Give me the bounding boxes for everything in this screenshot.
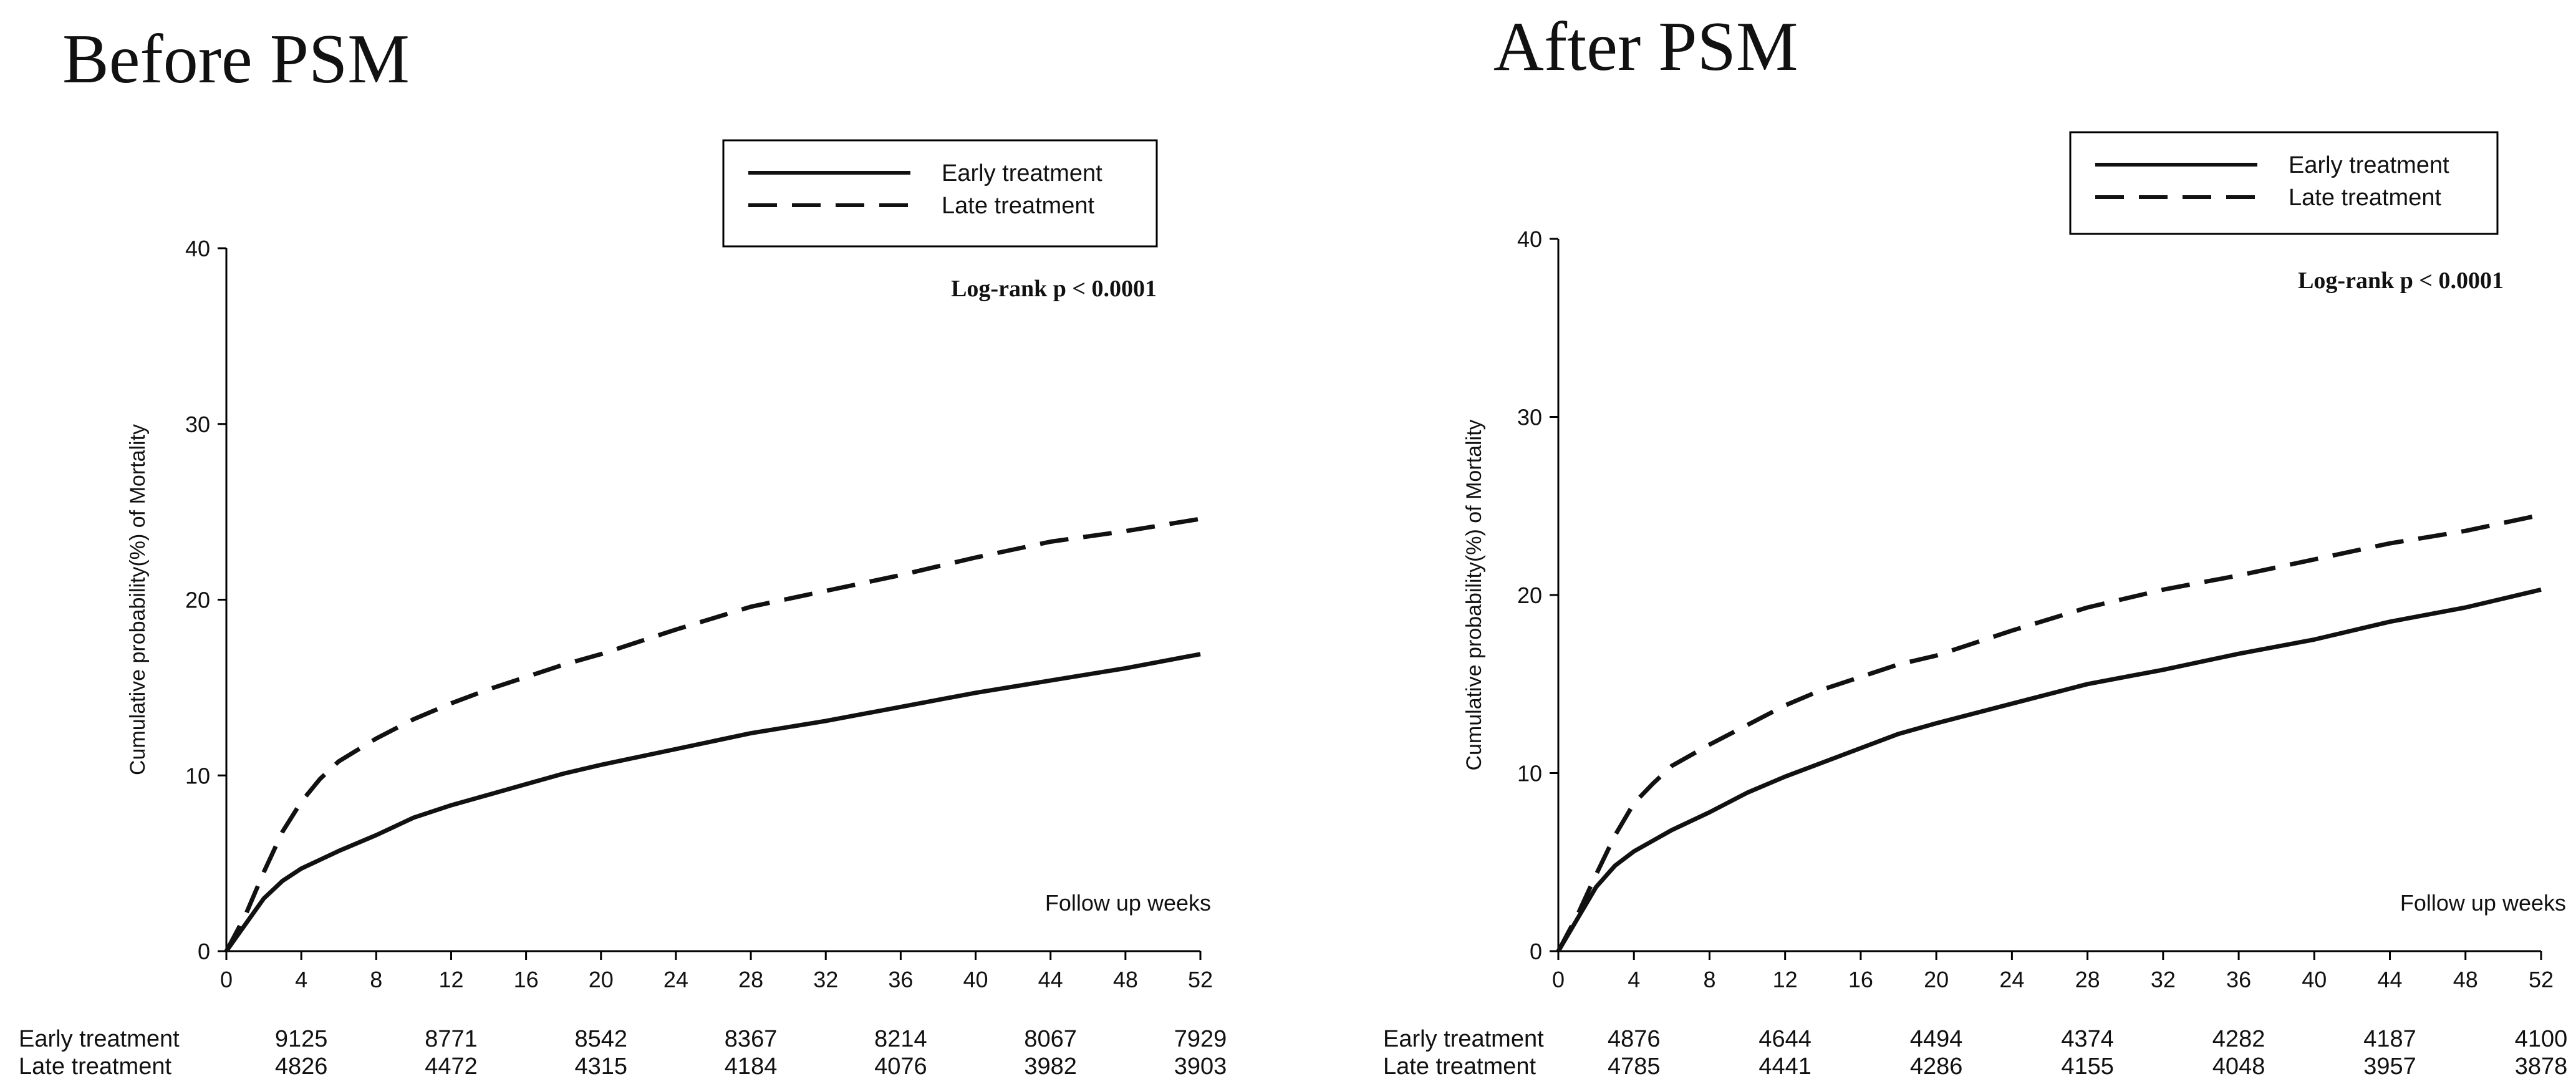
y-tick-label: 0: [1530, 939, 1542, 964]
risk-value: 4184: [725, 1053, 778, 1080]
risk-value: 4472: [425, 1053, 478, 1080]
logrank-annotation: Log-rank p < 0.0001: [951, 276, 1157, 302]
legend-box: [722, 139, 1158, 248]
risk-row-label: Late treatment: [1383, 1053, 1536, 1080]
risk-value: 4494: [1910, 1026, 1963, 1052]
x-tick-label: 40: [963, 967, 988, 992]
x-tick-label: 16: [514, 967, 539, 992]
x-tick-label: 44: [2378, 967, 2403, 992]
x-tick-label: 24: [1999, 967, 2024, 992]
legend-label: Early treatment: [2289, 152, 2449, 178]
y-tick-label: 20: [1517, 583, 1542, 608]
risk-value: 4374: [2061, 1026, 2114, 1052]
series-line-early: [1556, 587, 2542, 952]
risk-value: 4286: [1910, 1053, 1963, 1080]
x-tick-label: 20: [589, 967, 614, 992]
series-line-late: [1556, 513, 2542, 952]
y-tick-label: 40: [185, 236, 210, 261]
risk-value: 8214: [874, 1026, 927, 1052]
risk-row-label: Early treatment: [19, 1026, 180, 1052]
x-tick-label: 12: [438, 967, 463, 992]
y-axis-label: Cumulative probability(%) of Mortality: [1462, 419, 1486, 770]
risk-value: 7929: [1174, 1026, 1227, 1052]
risk-row-label: Late treatment: [19, 1053, 171, 1080]
risk-value: 3957: [2363, 1053, 2416, 1080]
x-axis-label: Follow up weeks: [1045, 890, 1211, 916]
legend-label: Late treatment: [2289, 185, 2441, 211]
y-tick-label: 30: [185, 412, 210, 437]
x-tick-label: 12: [1773, 967, 1798, 992]
series-line-early: [224, 652, 1201, 953]
y-tick-label: 30: [1517, 405, 1542, 430]
chart-title: Before PSM: [62, 21, 410, 98]
x-tick-label: 52: [2529, 967, 2554, 992]
y-tick-label: 10: [185, 763, 210, 788]
x-tick-label: 44: [1038, 967, 1063, 992]
series-line-late: [224, 516, 1201, 952]
legend-box: [2069, 131, 2499, 235]
x-tick-label: 24: [663, 967, 688, 992]
legend-label: Early treatment: [942, 160, 1102, 186]
risk-value: 4076: [874, 1053, 927, 1080]
x-tick-label: 0: [220, 967, 233, 992]
risk-value: 4282: [2212, 1026, 2265, 1052]
y-axis-label: Cumulative probability(%) of Mortality: [126, 424, 150, 775]
risk-value: 3878: [2515, 1053, 2568, 1080]
y-tick-label: 20: [185, 588, 210, 613]
y-tick-label: 10: [1517, 761, 1542, 786]
x-tick-label: 32: [813, 967, 838, 992]
x-tick-label: 48: [1113, 967, 1138, 992]
x-tick-label: 16: [1848, 967, 1873, 992]
x-tick-label: 36: [888, 967, 913, 992]
risk-value: 4100: [2515, 1026, 2568, 1052]
risk-value: 8542: [574, 1026, 627, 1052]
risk-value: 4876: [1608, 1026, 1661, 1052]
x-tick-label: 20: [1924, 967, 1949, 992]
risk-value: 4785: [1608, 1053, 1661, 1080]
x-tick-label: 40: [2302, 967, 2327, 992]
x-tick-label: 4: [1628, 967, 1640, 992]
risk-value: 3903: [1174, 1053, 1227, 1080]
risk-value: 4441: [1758, 1053, 1811, 1080]
chart-title: After PSM: [1493, 8, 1798, 85]
x-tick-label: 0: [1552, 967, 1565, 992]
risk-value: 4187: [2363, 1026, 2416, 1052]
x-tick-label: 36: [2226, 967, 2251, 992]
risk-row-label: Early treatment: [1383, 1026, 1544, 1052]
y-tick-label: 0: [198, 939, 210, 964]
x-tick-label: 28: [2075, 967, 2100, 992]
y-tick-label: 40: [1517, 226, 1542, 252]
risk-value: 9125: [275, 1026, 328, 1052]
risk-value: 4315: [574, 1053, 627, 1080]
x-tick-label: 8: [370, 967, 382, 992]
x-tick-label: 32: [2151, 967, 2176, 992]
risk-value: 4826: [275, 1053, 328, 1080]
x-tick-label: 8: [1703, 967, 1715, 992]
risk-value: 8067: [1024, 1026, 1077, 1052]
logrank-annotation: Log-rank p < 0.0001: [2298, 268, 2504, 294]
risk-value: 4155: [2061, 1053, 2114, 1080]
risk-value: 4048: [2212, 1053, 2265, 1080]
x-tick-label: 4: [295, 967, 307, 992]
x-axis-label: Follow up weeks: [2400, 890, 2566, 916]
risk-value: 4644: [1758, 1026, 1811, 1052]
risk-value: 8771: [425, 1026, 478, 1052]
risk-value: 3982: [1024, 1053, 1077, 1080]
x-tick-label: 52: [1188, 967, 1213, 992]
x-tick-label: 48: [2453, 967, 2478, 992]
x-tick-label: 28: [738, 967, 763, 992]
risk-value: 8367: [725, 1026, 778, 1052]
legend-label: Late treatment: [942, 193, 1094, 219]
